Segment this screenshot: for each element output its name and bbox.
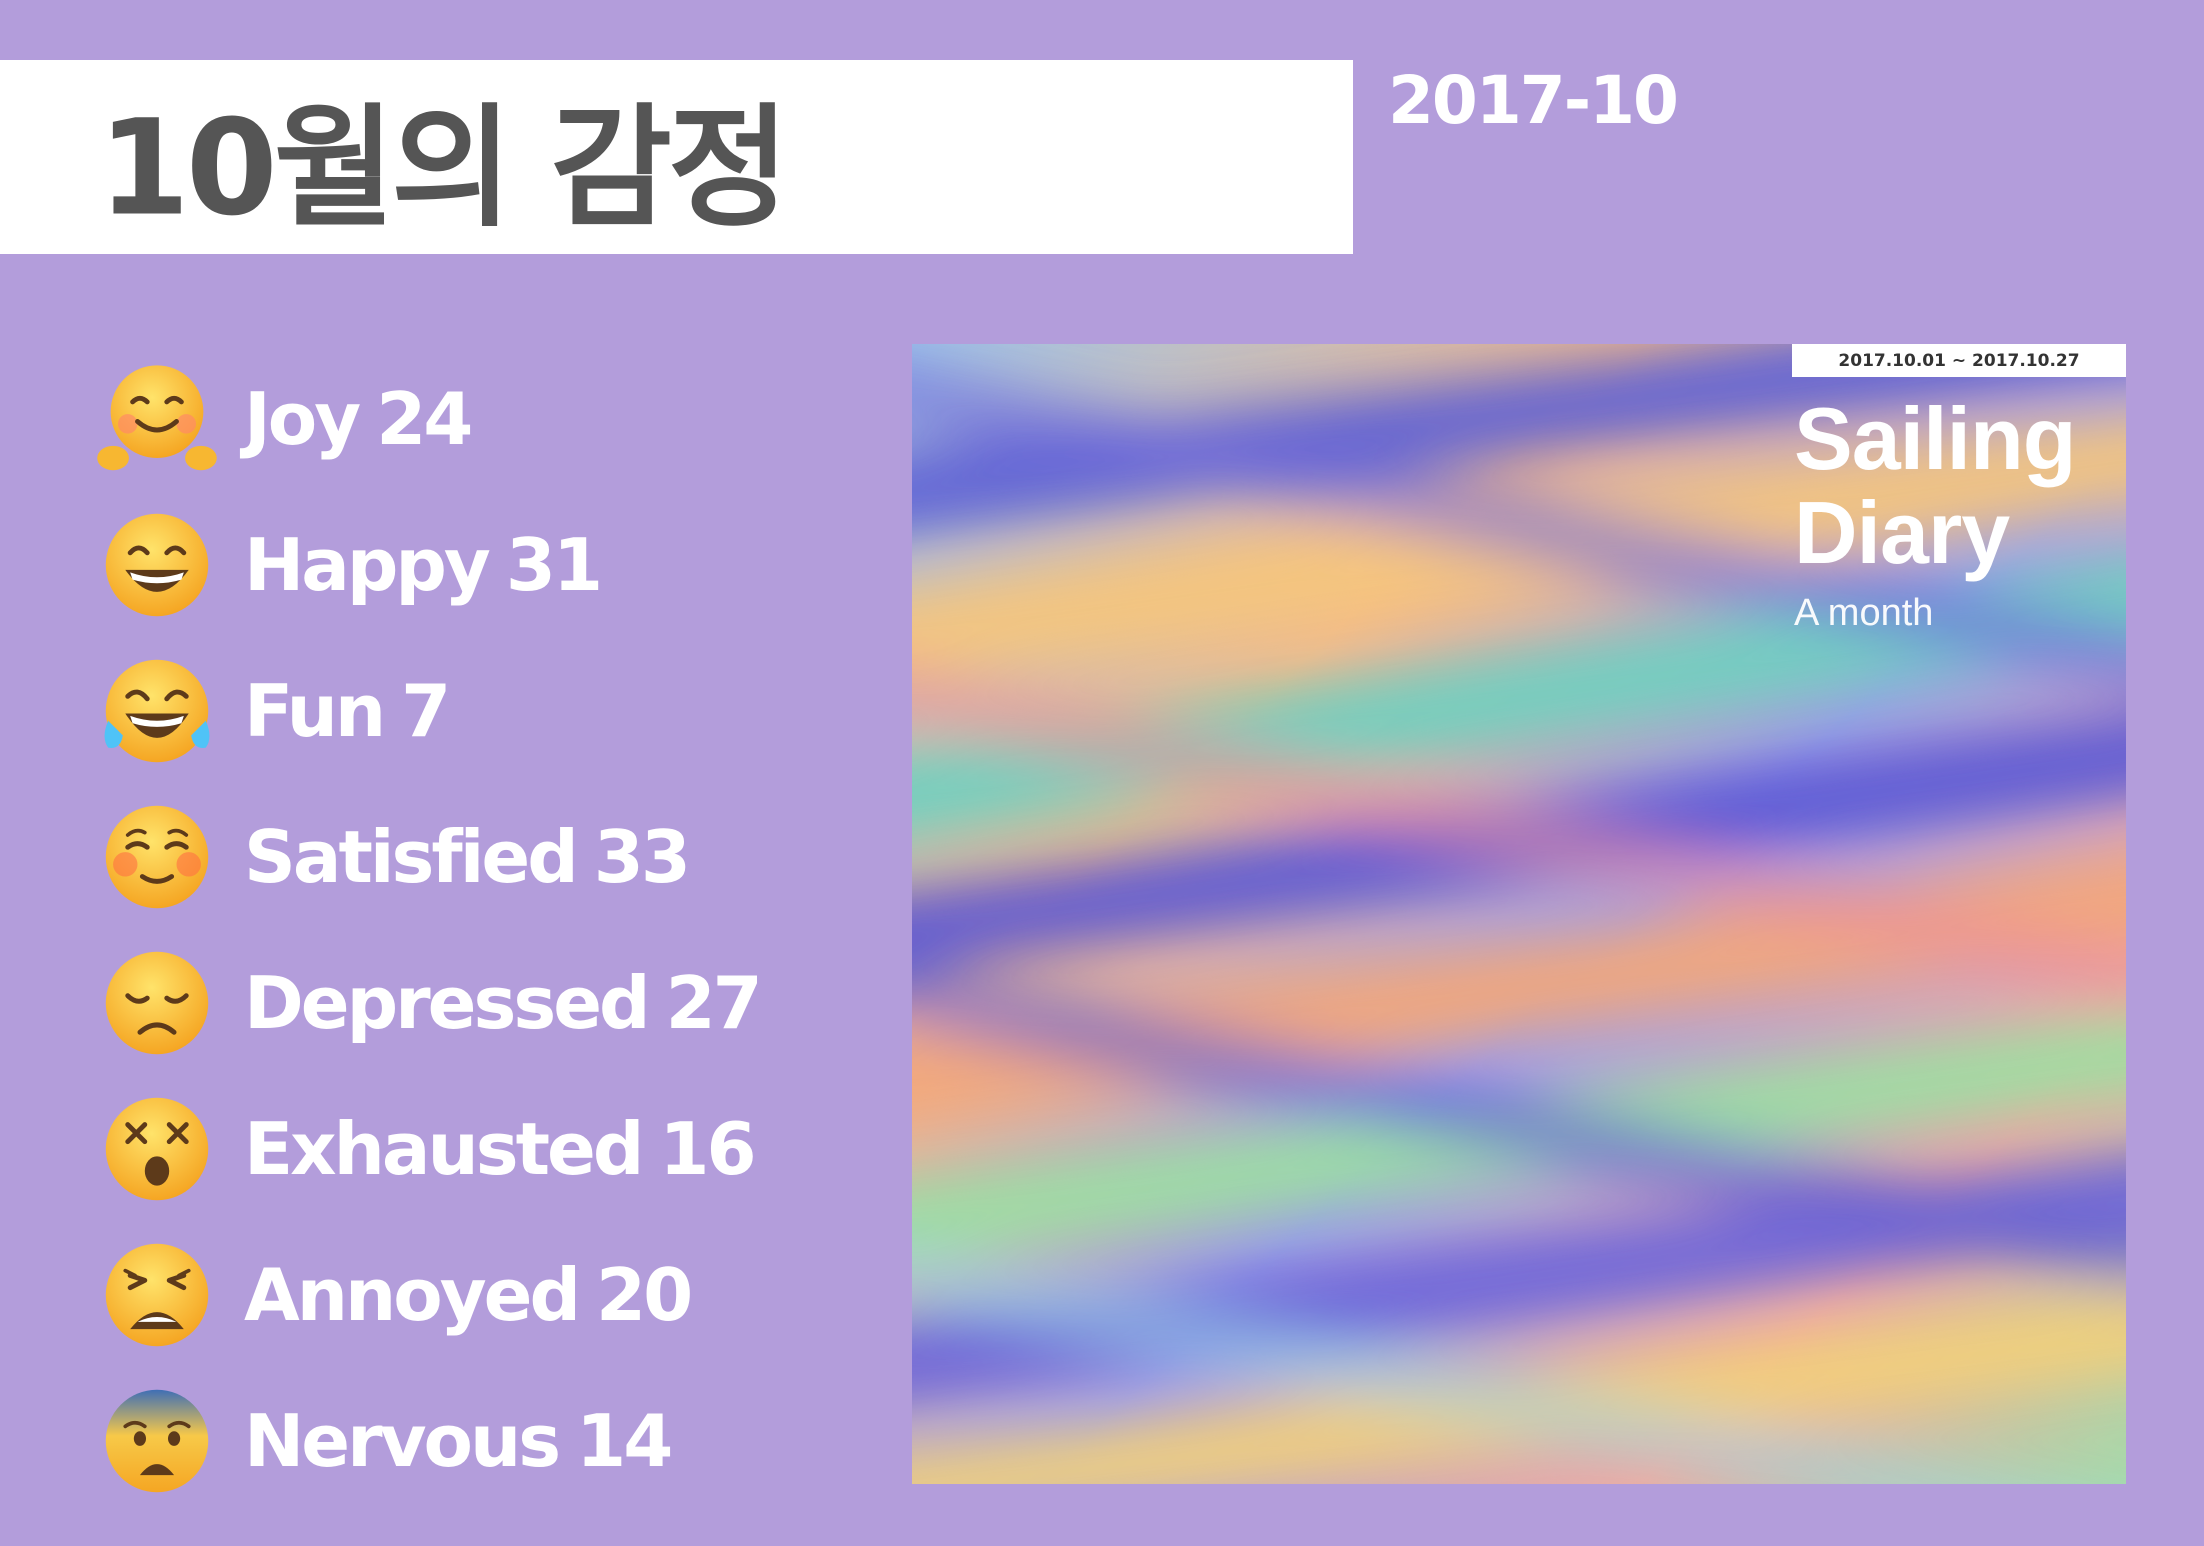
emotion-item-exhausted: Exhausted 16 (96, 1076, 856, 1222)
dizzy-face-icon (96, 1088, 218, 1210)
emotion-item-depressed: Depressed 27 (96, 930, 856, 1076)
page-title: 10월의 감정 (98, 91, 789, 246)
tears-of-joy-face-icon (96, 650, 218, 772)
cover-subtitle: A month (1794, 592, 1934, 634)
fearful-face-icon (96, 1380, 218, 1502)
cover-title-line1: Sailing (1794, 389, 2076, 488)
emotion-count: 31 (505, 523, 603, 607)
emotion-count: 14 (576, 1399, 673, 1483)
emotion-label: Exhausted (244, 1107, 644, 1191)
emotion-item-joy: Joy 24 (96, 346, 856, 492)
emotion-count: 20 (596, 1253, 693, 1337)
emotion-count: 27 (665, 961, 763, 1045)
emotion-label: Joy (244, 377, 361, 461)
cover-date-range: 2017.10.01 ~ 2017.10.27 (1792, 344, 2126, 377)
emotion-item-fun: Fun 7 (96, 638, 856, 784)
emotion-label: Happy (244, 523, 491, 607)
emotion-item-satisfied: Satisfied 33 (96, 784, 856, 930)
emotion-label: Fun (244, 669, 386, 753)
diary-cover-image: 2017.10.01 ~ 2017.10.27 Sailing Diary A … (912, 344, 2126, 1484)
cover-title: Sailing Diary (1794, 392, 2076, 580)
emotion-count: 33 (593, 815, 691, 899)
emotion-count: 24 (376, 377, 473, 461)
emotion-label: Annoyed (244, 1253, 581, 1337)
title-bar: 10월의 감정 (0, 60, 1353, 254)
emotion-item-nervous: Nervous 14 (96, 1368, 856, 1514)
pastel-wave-artwork (912, 344, 2126, 1484)
smiling-blush-face-icon (96, 796, 218, 918)
emotion-count: 7 (401, 669, 451, 753)
hugging-face-icon (96, 358, 218, 480)
emotion-item-happy: Happy 31 (96, 492, 856, 638)
disappointed-face-icon (96, 942, 218, 1064)
emotion-item-annoyed: Annoyed 20 (96, 1222, 856, 1368)
grinning-face-icon (96, 504, 218, 626)
emotion-list: Joy 24 Happy 31 (96, 346, 856, 1514)
emotion-label: Satisfied (244, 815, 579, 899)
emotion-count: 16 (659, 1107, 756, 1191)
weary-face-icon (96, 1234, 218, 1356)
period-label: 2017-10 (1388, 62, 1679, 139)
cover-title-line2: Diary (1794, 483, 2010, 582)
emotion-label: Nervous (244, 1399, 561, 1483)
emotion-label: Depressed (244, 961, 651, 1045)
